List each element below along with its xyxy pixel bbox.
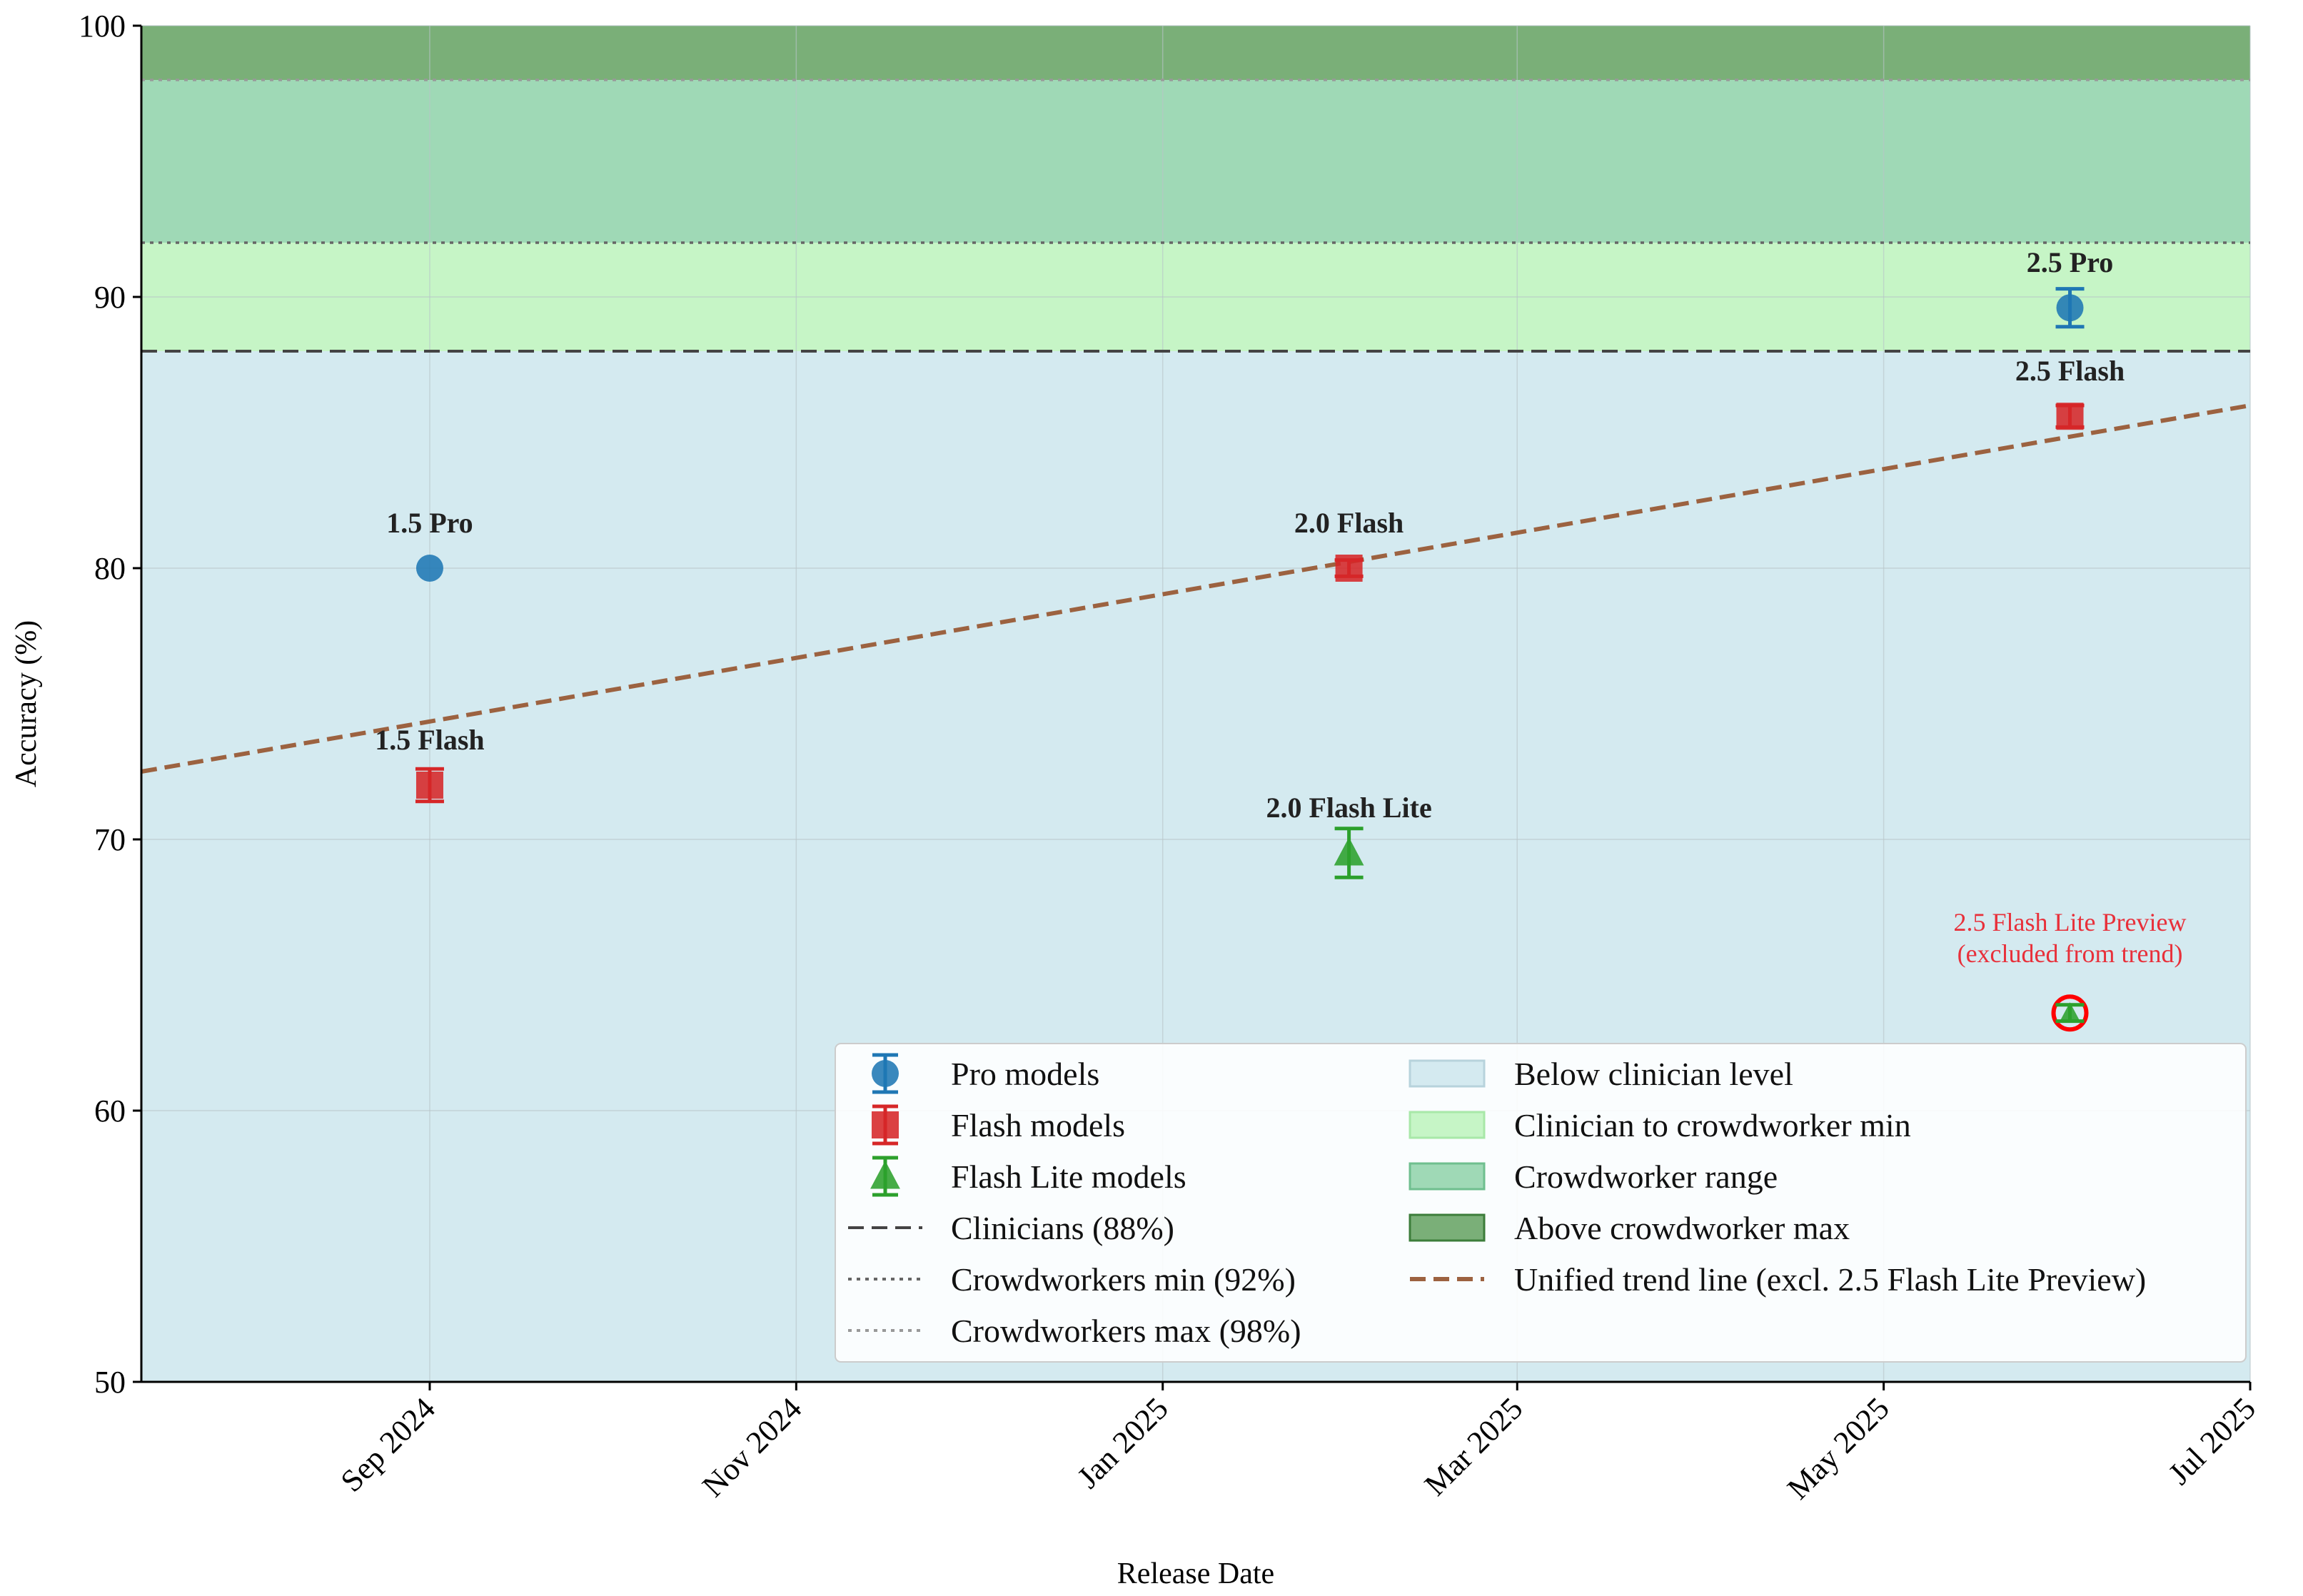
point-label: 2.5 Flash — [2015, 355, 2125, 387]
y-tick-label: 80 — [94, 551, 126, 586]
y-axis-title: Accuracy (%) — [10, 620, 43, 787]
y-axis: 50 60 70 80 90 100 — [79, 9, 143, 1400]
legend-swatch — [1408, 1111, 1486, 1139]
y-tick-label: 90 — [94, 280, 126, 315]
legend-item: Clinician to crowdworker min — [1408, 1107, 1911, 1143]
legend-label: Above crowdworker max — [1514, 1210, 1850, 1246]
legend-item: Unified trend line (excl. 2.5 Flash Lite… — [1410, 1261, 2146, 1298]
legend-item: Below clinician level — [1408, 1056, 1793, 1092]
legend-label: Pro models — [951, 1056, 1099, 1092]
x-tick-label: Jan 2025 — [1071, 1390, 1175, 1495]
legend-label: Flash Lite models — [951, 1158, 1186, 1195]
legend-item: Crowdworker range — [1408, 1158, 1778, 1195]
y-tick-label: 60 — [94, 1094, 126, 1128]
excluded-annotation: (excluded from trend) — [1957, 939, 2183, 968]
legend: Pro models Flash models Flash Lite models C… — [835, 1043, 2247, 1363]
legend-item: Above crowdworker max — [1408, 1210, 1850, 1246]
legend-swatch — [1408, 1059, 1486, 1088]
x-tick-label: Mar 2025 — [1418, 1390, 1529, 1502]
series-pro-models: 1.5 Pro 2.5 Pro — [386, 246, 2113, 582]
point-label: 1.5 Flash — [375, 724, 484, 756]
x-tick-label: Sep 2024 — [334, 1390, 442, 1498]
data-point — [1335, 555, 1363, 582]
series-flash-models: 1.5 Flash 2.0 Flash 2.5 Flash — [375, 355, 2125, 804]
legend-item: Flash Lite models — [870, 1156, 1186, 1197]
point-label: 1.5 Pro — [386, 507, 473, 539]
point-label: 2.5 Pro — [2027, 246, 2113, 278]
legend-box — [835, 1043, 2247, 1363]
legend-marker — [872, 1111, 899, 1138]
legend-label: Crowdworker range — [1514, 1158, 1778, 1195]
legend-marker — [872, 1060, 899, 1087]
legend-label: Clinicians (88%) — [951, 1210, 1174, 1246]
data-point — [415, 772, 443, 799]
legend-swatch — [1408, 1162, 1486, 1191]
legend-marker — [870, 1161, 900, 1189]
legend-label: Crowdworkers max (98%) — [951, 1313, 1301, 1349]
y-tick-label: 50 — [94, 1365, 126, 1400]
data-point — [415, 555, 443, 582]
data-point — [2060, 1002, 2080, 1022]
excluded-highlight-ring — [2051, 994, 2089, 1032]
excluded-annotation: 2.5 Flash Lite Preview — [1954, 908, 2187, 936]
legend-label: Crowdworkers min (92%) — [951, 1261, 1296, 1298]
legend-label: Unified trend line (excl. 2.5 Flash Lite… — [1514, 1261, 2146, 1298]
legend-item: Pro models — [872, 1053, 1099, 1094]
x-axis-title: Release Date — [1117, 1557, 1274, 1590]
trend-line — [141, 403, 2251, 774]
series-flash-lite-models: 2.0 Flash Lite — [1266, 792, 2089, 1032]
data-point — [2056, 294, 2084, 322]
data-point — [2056, 403, 2084, 430]
point-label: 2.0 Flash Lite — [1266, 792, 1431, 824]
legend-swatch — [1408, 1213, 1486, 1242]
x-tick-label: Jul 2025 — [2162, 1390, 2262, 1491]
legend-item: Clinicians (88%) — [848, 1210, 1174, 1246]
x-tick-label: Nov 2024 — [695, 1390, 808, 1503]
point-label: 2.0 Flash — [1294, 507, 1404, 539]
legend-label: Flash models — [951, 1107, 1125, 1143]
legend-item: Flash models — [872, 1104, 1125, 1146]
y-tick-label: 70 — [94, 822, 126, 857]
legend-item: Crowdworkers min (92%) — [848, 1261, 1296, 1298]
y-tick-label: 100 — [79, 9, 126, 44]
legend-item: Crowdworkers max (98%) — [848, 1313, 1301, 1349]
legend-label: Clinician to crowdworker min — [1514, 1107, 1911, 1143]
data-point — [1334, 837, 1364, 866]
x-axis: Sep 2024 Nov 2024 Jan 2025 Mar 2025 May 2025… — [141, 1380, 2262, 1506]
band-crowdworker-range — [141, 80, 2250, 243]
legend-label: Below clinician level — [1514, 1056, 1793, 1092]
band-above-crowdworker-max — [141, 26, 2250, 80]
x-tick-label: May 2025 — [1780, 1390, 1896, 1506]
